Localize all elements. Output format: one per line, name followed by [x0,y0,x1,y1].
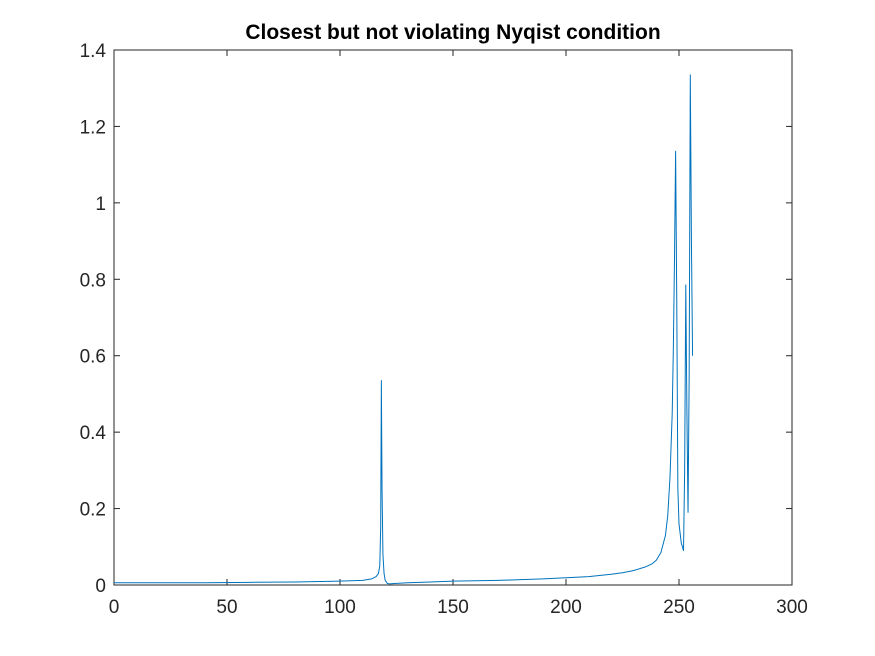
x-tick-label: 0 [109,597,120,618]
y-tick-label: 1.2 [80,117,106,138]
x-tick-label: 150 [437,597,469,618]
y-tick-label: 0.4 [80,423,107,444]
axes-box [113,49,793,586]
y-tick-label: 0 [95,576,106,597]
x-tick-label: 250 [663,597,695,618]
y-tick-label: 1 [95,194,106,215]
x-tick-label: 300 [776,597,808,618]
y-tick-label: 0.2 [80,500,106,521]
y-tick-label: 0.6 [80,347,106,368]
chart-title: Closest but not violating Nyqist conditi… [245,21,660,44]
axis-ticks [113,49,793,586]
x-tick-label: 200 [550,597,582,618]
axis-tick-labels: 0 50 100 150 200 250 300 0 0.2 0.4 0.6 0.8 1 1.2 1.4 [80,41,808,618]
x-tick-label: 100 [324,597,356,618]
y-tick-label: 1.4 [80,41,107,62]
series-line [114,74,694,585]
x-tick-label: 50 [216,597,237,618]
y-tick-label: 0.8 [80,270,106,291]
